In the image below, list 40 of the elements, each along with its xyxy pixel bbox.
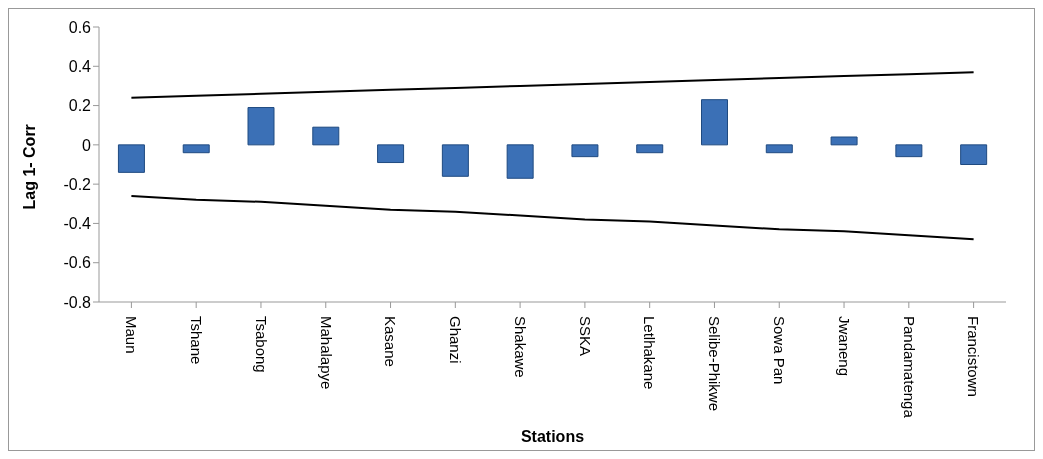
bar bbox=[636, 144, 664, 154]
y-tick-label: 0.4 bbox=[68, 57, 92, 75]
x-tick-label: SSKA bbox=[576, 316, 594, 357]
x-tick-label: Tshane bbox=[187, 316, 205, 365]
bar bbox=[312, 126, 340, 146]
bar bbox=[441, 144, 469, 177]
x-tick-label: Francistown bbox=[965, 316, 983, 397]
bar bbox=[895, 144, 923, 158]
bar bbox=[830, 136, 858, 146]
y-tick-label: -0.2 bbox=[63, 175, 92, 193]
x-tick-label: Maun bbox=[123, 316, 141, 354]
bar bbox=[377, 144, 405, 164]
x-tick-label: Kasane bbox=[382, 316, 400, 367]
y-tick-label: 0.2 bbox=[68, 97, 92, 115]
bar bbox=[506, 144, 534, 179]
y-tick-label: -0.8 bbox=[63, 293, 92, 311]
bar bbox=[960, 144, 988, 165]
x-axis-title: Stations bbox=[520, 428, 585, 445]
y-tick-label: 0 bbox=[82, 136, 92, 154]
bar bbox=[247, 107, 275, 146]
y-tick-label: 0.6 bbox=[68, 18, 92, 36]
bar bbox=[765, 144, 793, 154]
y-axis-title: Lag 1- Corr bbox=[20, 124, 38, 210]
x-tick-label: Ghanzi bbox=[447, 316, 465, 364]
x-tick-label: Shakawe bbox=[511, 316, 529, 378]
bar bbox=[117, 144, 145, 173]
line-series bbox=[130, 71, 975, 99]
bar bbox=[701, 99, 729, 146]
line-series bbox=[130, 194, 975, 241]
bar bbox=[182, 144, 210, 154]
x-tick-label: Mahalapye bbox=[317, 316, 335, 390]
x-tick-label: Sowa Pan bbox=[771, 316, 788, 385]
x-tick-label: Letlhakane bbox=[641, 316, 659, 390]
x-tick-label: Selibe-Phikwe bbox=[706, 316, 724, 412]
x-tick-label: Jwaneng bbox=[835, 316, 853, 377]
x-tick-label: Pandamatenga bbox=[900, 316, 918, 419]
y-tick-label: -0.4 bbox=[63, 215, 92, 233]
x-tick-label: Tsabong bbox=[252, 316, 270, 373]
bar bbox=[571, 144, 599, 158]
y-tick-label: -0.6 bbox=[63, 254, 92, 272]
